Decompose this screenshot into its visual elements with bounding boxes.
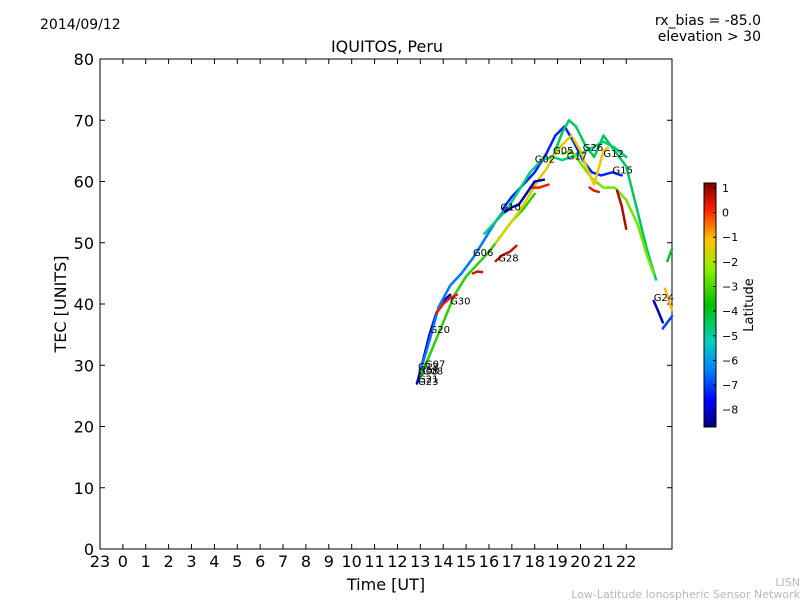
x-tick-label: 23 [90,552,110,571]
tec-track-lat_-4.0 [666,247,674,263]
elevation-label: elevation > 30 [657,29,761,45]
satellite-label: G17 [567,151,587,162]
tec-track-lat_-3.3 [419,192,536,379]
x-tick-label: 17 [502,552,522,571]
x-tick-label: 13 [410,552,430,571]
satellite-label: G08 [418,366,438,377]
tec-track-lat_-2.6 [560,149,655,275]
tec-track-lat_0.2 [528,183,550,189]
x-tick-label: 8 [301,552,311,571]
tec-track-lat_0.4 [588,186,601,194]
y-tick-label: 20 [74,418,94,437]
footer-org-name: Low-Latitude Ionospheric Sensor Network [571,588,800,601]
rx-bias-label: rx_bias = -85.0 [654,13,761,29]
tec-track-lat_-1.3 [572,137,610,186]
x-tick-label: 22 [616,552,636,571]
satellite-labels: G07G13G08G08G21G23G20G30G06G28G10G02G05G… [418,143,674,388]
footer-org-abbrev: LISN [775,576,800,589]
colorbar-label: Latitude [742,278,757,332]
colorbar-tick-label: −7 [722,379,738,392]
tec-track-lat_0.8 [615,189,628,230]
tec-track-lat_-8.2 [652,299,665,324]
tec-track-lat_0.5 [471,270,484,275]
y-tick-label: 60 [74,173,94,192]
y-tick-label: 70 [74,111,94,130]
x-tick-label: 11 [364,552,384,571]
satellite-label: G30 [450,297,470,308]
satellite-label: G05 [553,146,573,157]
colorbar-tick-label: −4 [722,305,738,318]
x-tick-label: 9 [324,552,334,571]
y-axis: 0 10 20 30 40 50 60 70 80 [74,50,672,559]
tec-track-lat_-6.5 [419,207,507,373]
plot-frame [99,58,673,550]
y-axis-label: TEC [UNITS] [51,256,70,354]
colorbar-tick-label: −8 [722,404,738,417]
satellite-label: G28 [498,254,518,265]
colorbar-tick-label: −2 [722,256,738,269]
x-tick-label: 19 [547,552,567,571]
satellite-label: G20 [429,325,449,336]
x-tick-label: 21 [593,552,613,571]
tec-track-lat_-8.3 [503,178,546,214]
tec-track-lat_-7.0 [661,315,674,330]
x-tick-label: 20 [570,552,590,571]
series-layer [415,119,674,385]
x-tick-label: 18 [525,552,545,571]
x-tick-label: 3 [186,552,196,571]
x-axis-label: Time [UT] [346,575,425,594]
colorbar-ticks: 1 0 −1 −2 −3 −4 −5 −6 −7 −8 [713,182,738,417]
x-tick-label: 1 [141,552,151,571]
colorbar-tick-label: −3 [722,281,738,294]
y-tick-label: 30 [74,356,94,375]
tec-track-lat_-7.3 [501,125,623,211]
x-tick-label: 5 [232,552,242,571]
x-tick-label: 7 [278,552,288,571]
colorbar-tick-label: −6 [722,354,738,367]
x-tick-label: 0 [118,552,128,571]
chart-title: IQUITOS, Peru [331,37,443,56]
satellite-label: G26 [583,143,603,154]
x-tick-label: 15 [456,552,476,571]
satellite-label: G13 [418,362,438,373]
tec-track-lat_0.6 [494,244,518,263]
satellite-label: G21 [418,374,438,385]
x-tick-label: 16 [479,552,499,571]
colorbar-tick-label: 0 [722,207,729,220]
satellite-label: G07 [425,360,445,371]
x-tick-label: 10 [342,552,362,571]
satellite-label: G02 [535,155,555,166]
x-tick-label: 6 [255,552,265,571]
satellite-label: G23 [418,377,438,388]
y-tick-label: 10 [74,479,94,498]
satellite-label: G08 [423,366,443,377]
x-tick-label: 12 [387,552,407,571]
x-tick-label: 4 [209,552,219,571]
x-tick-label: 14 [433,552,453,571]
satellite-label: G10 [500,202,520,213]
y-tick-label: 50 [74,234,94,253]
y-tick-label: 0 [84,540,94,559]
plot-date: 2014/09/12 [40,17,121,33]
tec-track-lat_-4.5 [551,119,658,281]
y-tick-label: 40 [74,295,94,314]
tec-track-lat_-1.5 [494,134,573,245]
satellite-label: G15 [613,166,633,177]
tec-track-lat_-1.0 [663,287,674,312]
colorbar-tick-label: 1 [722,182,729,195]
colorbar [703,182,717,428]
x-tick-label: 2 [164,552,174,571]
tec-track-lat_0.3 [435,293,459,315]
y-tick-label: 80 [74,50,94,69]
satellite-label: G06 [473,248,493,259]
satellite-label: G24 [654,293,674,304]
satellite-label: G12 [603,149,623,160]
colorbar-tick-label: −5 [722,330,738,343]
x-axis: 23 0 1 2 3 4 5 6 7 8 9 10 11 12 13 14 15 16 17 18 19 20 21 22 [90,59,636,571]
colorbar-tick-label: −1 [722,231,738,244]
